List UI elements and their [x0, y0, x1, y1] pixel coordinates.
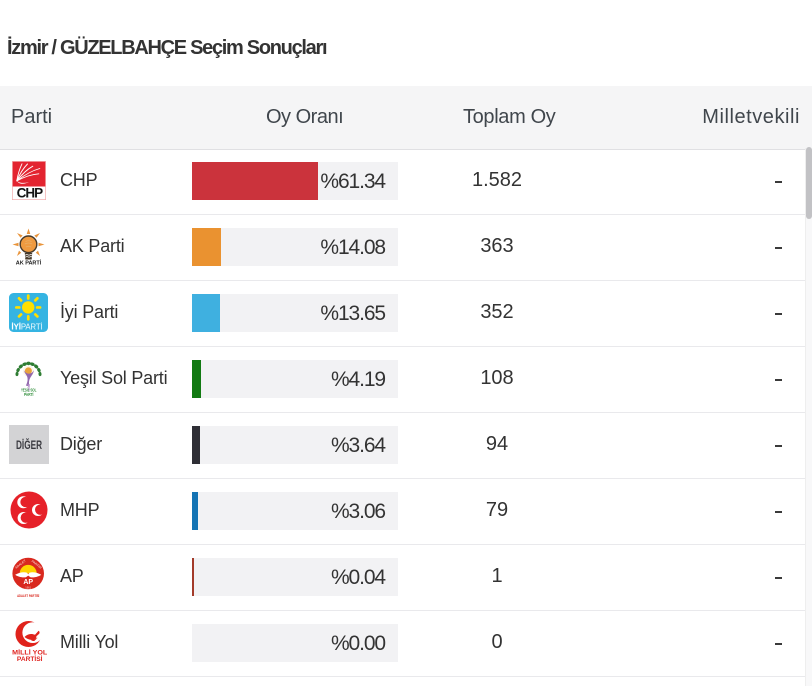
svg-text:MİLLİ YOL: MİLLİ YOL [12, 648, 47, 657]
svg-text:CHP: CHP [17, 185, 43, 200]
svg-text:1961: 1961 [25, 586, 31, 590]
svg-text:YEŞİL SOL: YEŞİL SOL [21, 388, 37, 393]
svg-text:PARTİ: PARTİ [24, 392, 33, 397]
svg-text:ADALET PARTİSİ: ADALET PARTİSİ [17, 593, 39, 598]
svg-text:AK PARTİ: AK PARTİ [16, 260, 42, 266]
svg-text:PARTİSİ: PARTİSİ [31, 559, 43, 570]
svg-text:PARTİSİ: PARTİSİ [17, 654, 43, 663]
svg-text:ADALET: ADALET [14, 559, 26, 570]
svg-text:DİĞER: DİĞER [16, 437, 42, 452]
svg-text:AP: AP [23, 579, 33, 586]
svg-text:İYİPARTİ: İYİPARTİ [11, 321, 42, 331]
